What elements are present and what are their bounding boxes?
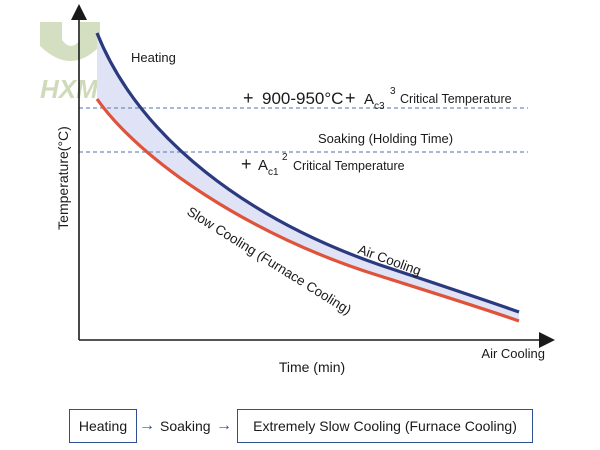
logo: HXM [40,22,100,104]
flow-step-extremely-slow-cooling: Extremely Slow Cooling (Furnace Cooling) [237,409,533,443]
flow-step-heating: Heating [69,409,137,443]
heating-label: Heating [131,50,176,65]
flow-step-extremely-slow-cooling-label: Extremely Slow Cooling (Furnace Cooling) [253,418,517,434]
ac3-base: A [364,91,374,108]
ac1-superscript: 2 [282,152,288,163]
flow-arrow-icon: → [139,417,155,434]
plus-symbol: + [241,154,252,174]
ac3-superscript: 3 [390,86,396,97]
temp-range-label: 900-950°C [262,89,343,108]
plus-symbol: + [345,88,356,108]
logo-text: HXM [40,74,99,104]
air-cooling-curve [95,32,520,314]
ac1-subscript: c1 [268,167,279,178]
ac3-annotation: + 900-950°C + A c3 3 Critical Temperatur… [243,86,512,112]
flow-step-soaking: Soaking [160,409,211,443]
flow-step-soaking-label: Soaking [160,418,211,434]
ac3-subscript: c3 [374,101,385,112]
soaking-label: Soaking (Holding Time) [318,131,453,146]
furnace-cooling-curve [95,98,520,323]
x-axis-label: Time (min) [279,359,345,375]
ac1-critical-label: Critical Temperature [293,159,405,173]
flow-arrow-icon: → [216,417,232,434]
flow-step-heating-label: Heating [78,418,128,434]
ac1-base: A [258,157,268,174]
logo-icon [40,22,100,61]
plus-symbol: + [243,88,254,108]
ac3-critical-label: Critical Temperature [400,92,512,106]
x-axis-end-label: Air Cooling [481,346,545,361]
ac1-annotation: + A c1 2 Critical Temperature [241,152,405,178]
y-axis-label: Temperature(°C) [55,126,71,230]
